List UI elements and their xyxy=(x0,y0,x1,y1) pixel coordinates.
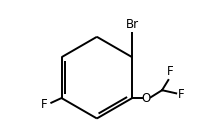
Text: F: F xyxy=(178,88,184,101)
Text: F: F xyxy=(166,65,173,78)
Text: Br: Br xyxy=(126,18,139,31)
Text: F: F xyxy=(41,98,47,111)
Text: O: O xyxy=(142,91,151,105)
